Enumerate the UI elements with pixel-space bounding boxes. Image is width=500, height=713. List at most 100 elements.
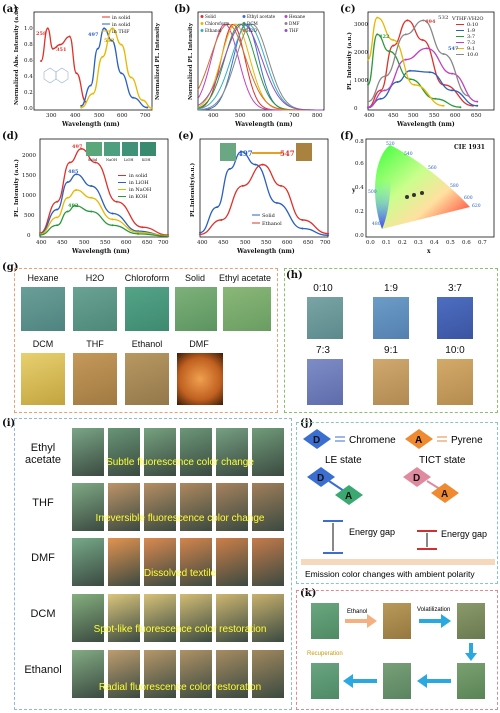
data-point — [96, 47, 99, 50]
k-sample-5 — [383, 663, 411, 699]
data-point — [120, 72, 123, 75]
svg-text:540: 540 — [404, 151, 413, 157]
panel-d-inset-photos: Solid NaOH LiOH KOH — [86, 142, 156, 162]
svg-text:0.0: 0.0 — [355, 233, 364, 239]
svg-text:D: D — [317, 473, 324, 484]
cie-point-3 — [420, 191, 424, 195]
svg-text:0.3: 0.3 — [414, 240, 423, 246]
svg-text:0: 0 — [27, 233, 31, 239]
g-label-solid: Solid — [184, 273, 205, 283]
panel-a-legend: in solid in solid in THF — [102, 15, 131, 35]
data-point — [66, 210, 69, 213]
svg-text:0.2: 0.2 — [24, 90, 33, 96]
cie-title: CIE 1931 — [454, 144, 485, 151]
i-sample — [108, 538, 140, 586]
g-label-dmf: DMF — [189, 339, 209, 349]
i-sample — [72, 650, 104, 698]
panel-e-svg: 400 450 500 550 600 650 700 Wavelength (nm) PL… — [189, 138, 331, 255]
le-state: LE state — [325, 455, 362, 466]
i-row-label: Ethyl acetate — [24, 442, 62, 466]
g-label-h2o: H2O — [85, 273, 105, 283]
panel-k-label: (k) — [300, 588, 317, 599]
panel-f-ylabel: y — [351, 187, 356, 194]
series-line-in THF — [81, 27, 153, 110]
legend-label: 9:1 — [467, 46, 475, 52]
h-label-10-0: 10:0 — [445, 345, 465, 356]
data-point — [442, 53, 445, 55]
data-point — [92, 92, 94, 95]
data-point — [228, 167, 231, 170]
peak-532: 532 — [104, 38, 115, 44]
panel-k-arrows: Ethanol Volatilization Recuperation — [307, 607, 477, 688]
legend-label: in KOH — [129, 194, 148, 200]
svg-text:1500: 1500 — [22, 173, 36, 179]
data-point — [376, 16, 379, 19]
svg-text:497: 497 — [238, 149, 253, 158]
i-sample — [108, 594, 140, 642]
series-line-in NaOH — [39, 189, 169, 237]
data-point — [58, 43, 61, 46]
legend-label: Ethyl acetate — [247, 14, 276, 19]
data-point — [90, 185, 93, 188]
svg-text:1000: 1000 — [22, 193, 36, 199]
h-label-3-7: 3:7 — [448, 283, 462, 294]
panel-b-label: (b) — [174, 4, 191, 15]
i-sample — [108, 650, 140, 698]
panel-i-box — [14, 418, 292, 710]
data-point — [413, 83, 416, 86]
panel-c-svg: 400 450 500 550 600 650 0 1000 2000 3000 Wavelen… — [346, 11, 495, 128]
data-point — [280, 184, 283, 187]
legend-label: Solid — [205, 14, 216, 19]
data-point — [241, 184, 244, 187]
cie-point-1 — [405, 195, 409, 199]
panel-a-ylabel: Normalized Abs. Intensity (a.u.) — [13, 6, 20, 105]
svg-text:485: 485 — [68, 169, 79, 175]
legend-label: DMF — [289, 21, 300, 26]
svg-text:in solid: in solid — [112, 15, 131, 21]
panel-b-curve — [197, 23, 323, 111]
data-point — [129, 76, 132, 79]
data-point — [392, 44, 395, 47]
legend-marker — [200, 29, 204, 32]
data-point — [56, 224, 59, 227]
legend-label: 3:7 — [467, 34, 475, 40]
legend-label: DCM — [247, 21, 259, 26]
donor-icon — [303, 429, 331, 449]
peak-351: 351 — [56, 47, 66, 53]
series-line-in KOH — [39, 204, 169, 237]
cie-horseshoe — [375, 145, 470, 229]
data-point — [409, 69, 411, 72]
data-point — [56, 200, 59, 203]
panel-e-chart: 400 450 500 550 600 650 700 Wavelength (nm) PL… — [189, 137, 332, 255]
data-point — [388, 50, 390, 53]
k-ethanol-label: Ethanol — [347, 609, 367, 615]
legend-label: 1:9 — [467, 28, 475, 34]
g-sample-solid — [175, 287, 217, 331]
svg-text:550: 550 — [100, 240, 111, 246]
data-point — [376, 33, 379, 36]
data-point — [404, 33, 407, 36]
data-point — [56, 208, 59, 211]
svg-text:500: 500 — [408, 113, 419, 119]
series-line-in solid — [80, 27, 148, 109]
donor-text: Chromene — [349, 435, 396, 446]
i-sample — [108, 483, 140, 531]
panel-b-xlabel: Wavelength (nm) — [234, 121, 293, 128]
g-label-ethyl-acetate: Ethyl acetate — [218, 273, 272, 283]
data-point — [66, 196, 69, 199]
i-sample — [252, 594, 284, 642]
k-sample-2 — [383, 603, 411, 639]
legend-marker — [242, 15, 246, 18]
svg-text:494: 494 — [425, 19, 436, 25]
svg-text:in THF: in THF — [112, 29, 130, 35]
k-sample-4 — [457, 663, 485, 699]
panel-a-chart: 300 400 500 600 700 0.0 0.2 0.4 0.6 0.8 1.0 Wavel… — [13, 6, 161, 128]
svg-text:0.5: 0.5 — [446, 240, 455, 246]
svg-text:450: 450 — [388, 113, 399, 119]
data-point — [422, 19, 425, 22]
cie-point-2 — [412, 193, 416, 197]
data-point — [40, 60, 43, 62]
k-arrow-1 — [345, 614, 377, 628]
svg-text:LiOH: LiOH — [124, 158, 133, 162]
panel-a-label: (a) — [2, 4, 18, 15]
